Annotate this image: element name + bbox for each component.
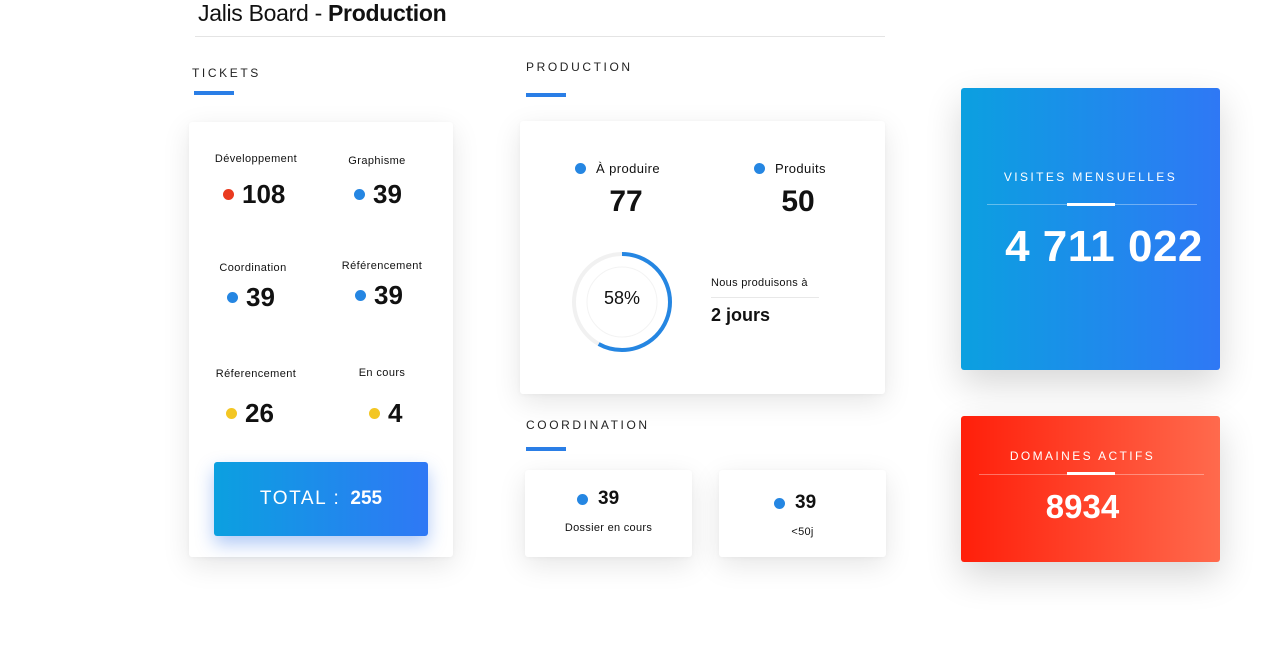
ticket-label-developpement: Développement xyxy=(214,153,298,165)
domaines-title-bar xyxy=(1067,472,1115,475)
status-dot xyxy=(575,163,586,174)
ticket-value: 39 xyxy=(373,179,402,209)
total-value: 255 xyxy=(350,488,383,509)
title-divider xyxy=(195,36,885,37)
coordination-stat: 39 xyxy=(774,492,816,514)
visites-value: 4 711 022 xyxy=(1005,222,1203,271)
total-label: TOTAL : xyxy=(259,488,341,509)
ticket-label-referencement: Référencement xyxy=(341,260,423,272)
ticket-label-referencement-2: Réferencement xyxy=(215,368,297,380)
status-dot xyxy=(774,497,785,509)
coordination-card-dossiers: 39 Dossier en cours xyxy=(525,470,692,557)
status-dot xyxy=(355,290,366,301)
progress-ring-inner xyxy=(586,266,658,338)
visites-title-bar xyxy=(1067,203,1115,206)
visites-tile: VISITES MENSUELLES 4 711 022 xyxy=(961,88,1220,370)
status-dot xyxy=(754,163,765,174)
production-section-underline xyxy=(526,93,566,97)
ticket-label-graphisme: Graphisme xyxy=(348,155,406,167)
ticket-value: 39 xyxy=(374,280,403,310)
progress-percent: 58% xyxy=(603,288,641,308)
page-title-prefix: Jalis Board - xyxy=(198,0,329,26)
ticket-stat-developpement: 108 xyxy=(223,179,285,210)
visites-title: VISITES MENSUELLES xyxy=(1003,170,1178,184)
domaines-divider xyxy=(979,474,1204,475)
domaines-value: 8934 xyxy=(1045,488,1120,525)
ticket-stat-referencement: 39 xyxy=(355,280,403,311)
a-produire-label-row: À produire xyxy=(575,161,660,176)
total-tickets-button[interactable]: TOTAL : 255 xyxy=(214,462,428,536)
produits-label-row: Produits xyxy=(754,161,826,176)
coordination-label: Dossier en cours xyxy=(564,522,653,534)
tickets-section-title: TICKETS xyxy=(192,66,261,80)
a-produire-label: À produire xyxy=(596,161,660,176)
ticket-label-coordination: Coordination xyxy=(219,262,287,274)
page-title: Jalis Board - Production xyxy=(198,0,447,27)
coordination-section-title: COORDINATION xyxy=(526,418,650,432)
ticket-value: 4 xyxy=(388,398,403,428)
domaines-tile: DOMAINES ACTIFS 8934 xyxy=(961,416,1220,562)
ticket-value: 108 xyxy=(242,179,286,209)
coordination-value: 39 xyxy=(598,488,620,509)
production-section-title: PRODUCTION xyxy=(526,60,633,74)
ticket-value: 26 xyxy=(245,398,274,428)
page-title-board: Production xyxy=(328,0,447,26)
domaines-title: DOMAINES ACTIFS xyxy=(1009,449,1156,463)
status-dot xyxy=(226,408,237,419)
delay-label: Nous produisons à xyxy=(711,277,808,289)
produits-value: 50 xyxy=(781,185,815,218)
coordination-stat: 39 xyxy=(577,488,619,510)
produits-label: Produits xyxy=(775,161,826,176)
ticket-stat-en-cours: 4 xyxy=(369,398,402,429)
ticket-stat-coordination: 39 xyxy=(227,282,275,313)
status-dot xyxy=(369,408,380,419)
progress-ring-arc xyxy=(572,252,672,352)
production-progress-ring: 58% xyxy=(570,250,674,354)
ticket-value: 39 xyxy=(246,282,275,312)
coordination-card-delay: 39 <50j xyxy=(719,470,886,557)
a-produire-value: 77 xyxy=(609,185,643,218)
status-dot xyxy=(577,493,588,505)
coordination-section-underline xyxy=(526,447,566,451)
tickets-section-underline xyxy=(194,91,234,95)
progress-ring-svg xyxy=(572,252,672,352)
ticket-stat-graphisme: 39 xyxy=(354,179,402,210)
status-dot xyxy=(223,189,234,200)
visites-divider xyxy=(987,204,1197,205)
coordination-label: <50j xyxy=(791,526,814,538)
status-dot xyxy=(227,292,238,303)
delay-value: 2 jours xyxy=(711,305,771,325)
ticket-stat-referencement-2: 26 xyxy=(226,398,274,429)
coordination-value: 39 xyxy=(795,492,817,513)
ticket-label-en-cours: En cours xyxy=(358,367,406,379)
delay-divider xyxy=(711,297,819,298)
status-dot xyxy=(354,189,365,200)
